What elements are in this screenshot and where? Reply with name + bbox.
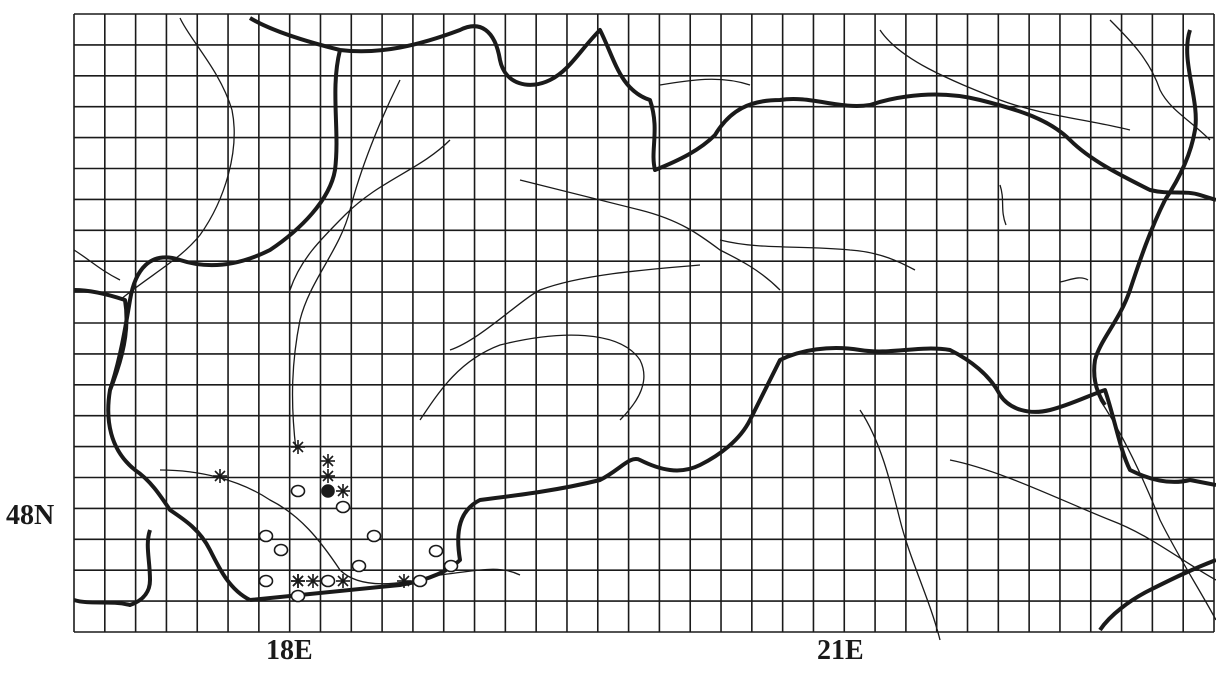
- river-small-1: [999, 184, 1007, 226]
- border-west: [106, 49, 342, 602]
- river-vistula-trib: [879, 29, 1131, 131]
- record-asterisk: [321, 454, 335, 468]
- record-open-circle: [258, 574, 274, 588]
- record-open-circle: [290, 484, 306, 498]
- river-hron-lower: [419, 334, 645, 421]
- record-filled-circle: [321, 484, 335, 498]
- river-ipel: [449, 264, 701, 351]
- border-sk-at: [73, 288, 129, 391]
- river-nitra: [289, 139, 451, 291]
- record-asterisk: [336, 574, 350, 588]
- record-open-circle: [443, 559, 459, 573]
- border-se: [1098, 558, 1216, 632]
- record-open-circle: [320, 574, 336, 588]
- record-asterisk: [397, 574, 411, 588]
- utm-grid: [73, 13, 1215, 633]
- record-asterisk: [291, 440, 305, 454]
- record-open-circle: [351, 559, 367, 573]
- river-hornad: [859, 409, 941, 641]
- river-hron: [519, 179, 781, 291]
- record-asterisk: [213, 469, 227, 483]
- record-asterisk: [336, 484, 350, 498]
- record-open-circle: [273, 543, 289, 557]
- records: [213, 440, 459, 603]
- latitude-label-48n: 48N: [6, 500, 55, 531]
- river-moravia-west: [73, 249, 121, 281]
- record-asterisk: [321, 469, 335, 483]
- border-south: [249, 346, 1216, 602]
- longitude-label-21e: 21E: [817, 635, 864, 666]
- river-east: [1109, 19, 1211, 141]
- river-morava: [119, 17, 235, 301]
- border-sw-loop: [73, 529, 152, 607]
- rivers: [73, 17, 1216, 641]
- longitude-label-18e: 18E: [266, 635, 313, 666]
- record-open-circle: [412, 574, 428, 588]
- river-danube: [159, 469, 521, 585]
- record-asterisk: [306, 574, 320, 588]
- border-north: [248, 16, 1216, 202]
- record-open-circle: [366, 529, 382, 543]
- river-vah: [291, 79, 401, 451]
- record-open-circle: [290, 589, 306, 603]
- record-asterisk: [291, 574, 305, 588]
- record-open-circle: [258, 529, 274, 543]
- border-east: [1092, 29, 1198, 407]
- river-south-east: [949, 459, 1216, 581]
- river-tisa-trib: [719, 239, 916, 271]
- river-small-2: [1059, 277, 1089, 283]
- river-tarnow: [659, 78, 751, 86]
- borders: [73, 16, 1216, 632]
- record-open-circle: [428, 544, 444, 558]
- record-open-circle: [335, 500, 351, 514]
